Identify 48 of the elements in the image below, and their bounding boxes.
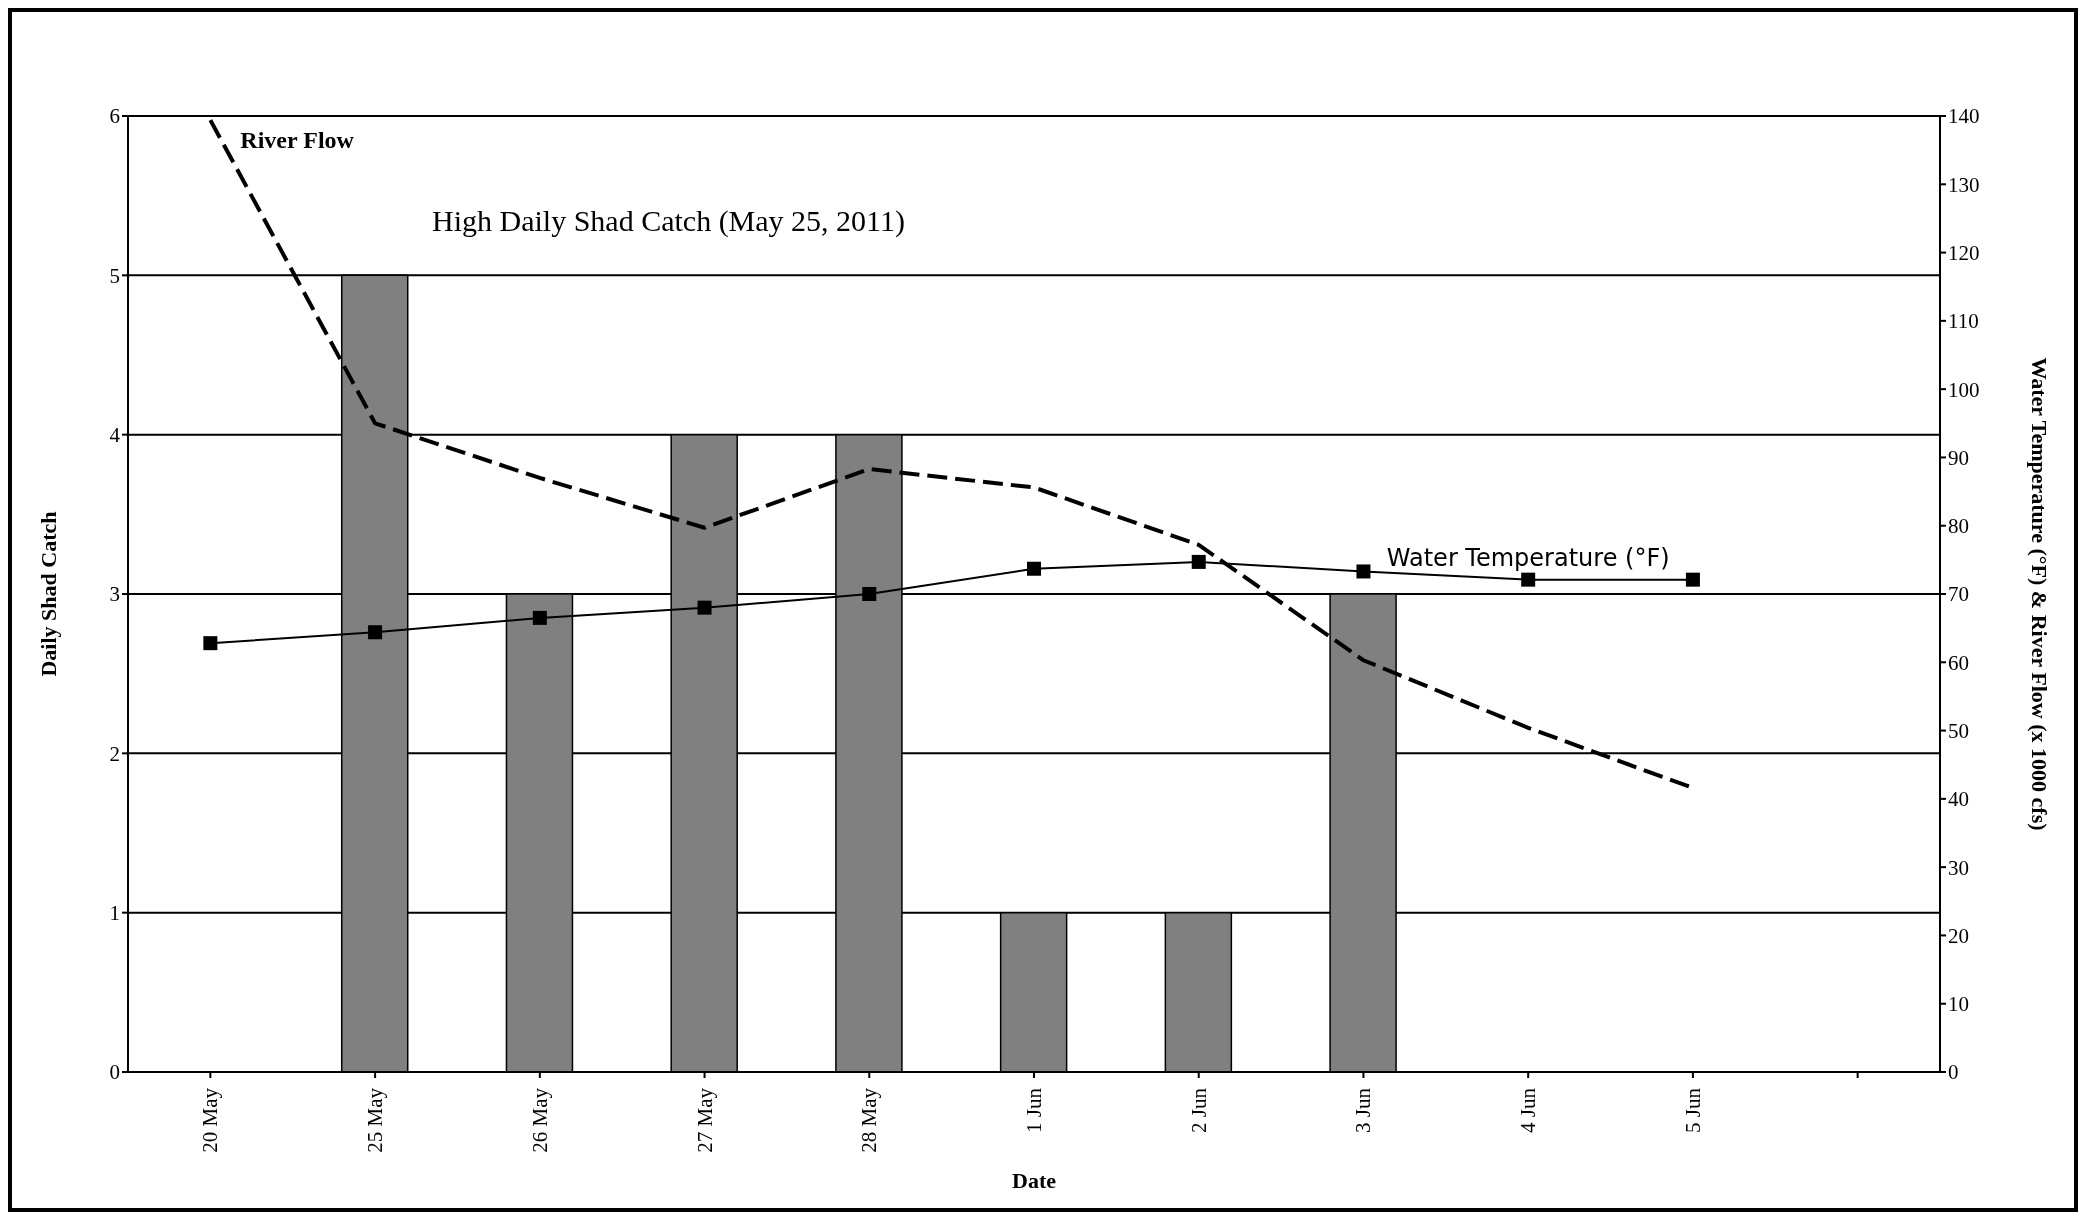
y-tick-label: 2 (109, 741, 120, 766)
y-tick-label: 0 (109, 1060, 120, 1085)
y2-tick-label: 90 (1948, 445, 1969, 470)
x-axis-title: Date (1012, 1168, 1057, 1193)
y2-axis-title: Water Temperature (°F) & River Flow (x 1000 cfs) (2027, 357, 2053, 831)
point (862, 587, 877, 601)
y2-tick-label: 80 (1948, 514, 1969, 539)
point (697, 600, 712, 615)
point (1685, 572, 1700, 587)
y2-tick-label: 130 (1948, 172, 1980, 197)
point (532, 610, 547, 625)
y2-tick-label: 140 (1948, 104, 1980, 129)
y-tick-label: 3 (109, 582, 120, 607)
x-tick-label: 25 May (363, 1087, 388, 1153)
y2-tick-label: 40 (1948, 787, 1969, 812)
point (203, 636, 218, 651)
y2-tick-label: 50 (1948, 719, 1969, 744)
y2-tick-label: 60 (1948, 650, 1969, 675)
y2-tick-label: 120 (1948, 241, 1980, 266)
series-label: Water Temperature (°F) (1386, 543, 1670, 572)
x-tick-label: 20 May (198, 1087, 223, 1153)
y-tick-label: 4 (109, 423, 121, 448)
y-tick-label: 6 (109, 104, 120, 129)
point (1191, 554, 1206, 569)
point (368, 625, 383, 640)
x-tick-label: 2 Jun (1186, 1087, 1211, 1133)
y2-tick-label: 20 (1948, 923, 1969, 948)
x-tick-label: 1 Jun (1022, 1087, 1046, 1133)
x-tick-label: 4 Jun (1516, 1087, 1541, 1133)
y2-tick-label: 30 (1948, 855, 1969, 880)
series-label: River Flow (240, 127, 355, 154)
point (1356, 564, 1371, 579)
x-tick-label: 5 Jun (1680, 1087, 1705, 1133)
y-tick-label: 1 (109, 901, 120, 926)
y2-tick-label: 0 (1948, 1060, 1959, 1085)
point (1027, 561, 1041, 576)
y-axis-title: Daily Shad Catch (35, 511, 61, 677)
annotation: High Daily Shad Catch (May 25, 2011) (432, 204, 905, 238)
x-tick-label: 28 May (857, 1087, 882, 1153)
y2-tick-label: 110 (1948, 309, 1979, 334)
y2-tick-label: 70 (1948, 582, 1969, 607)
x-tick-label: 27 May (692, 1087, 717, 1153)
x-tick-label: 3 Jun (1351, 1087, 1376, 1133)
x-tick-label: 26 May (527, 1087, 552, 1153)
y2-tick-label: 10 (1948, 992, 1969, 1017)
y2-tick-label: 100 (1948, 377, 1980, 402)
point (1521, 572, 1536, 587)
y-tick-label: 5 (109, 263, 120, 288)
